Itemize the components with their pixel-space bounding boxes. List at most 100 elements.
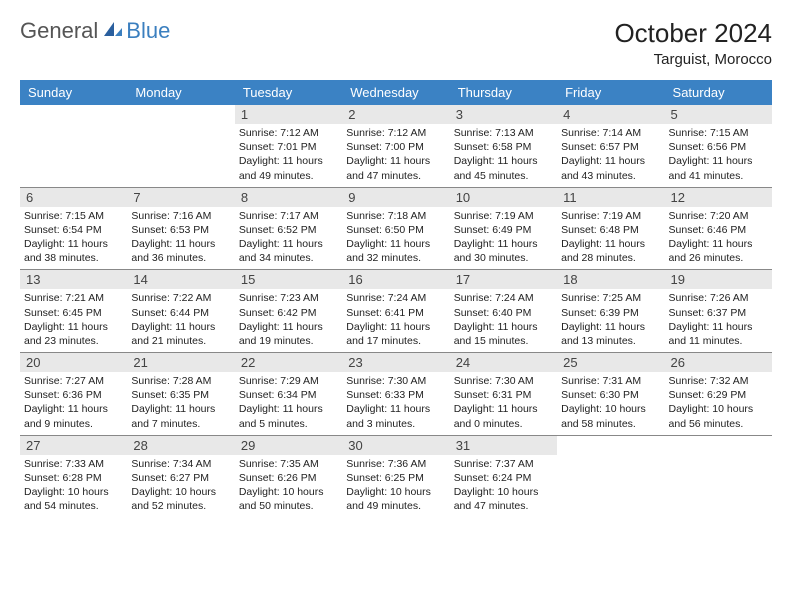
day-body: Sunrise: 7:26 AMSunset: 6:37 PMDaylight:… bbox=[665, 289, 772, 352]
sunset-text: Sunset: 6:37 PM bbox=[669, 306, 768, 320]
sunset-text: Sunset: 6:56 PM bbox=[669, 140, 768, 154]
day-body: Sunrise: 7:22 AMSunset: 6:44 PMDaylight:… bbox=[127, 289, 234, 352]
sunset-text: Sunset: 6:49 PM bbox=[454, 223, 553, 237]
day-cell: 3Sunrise: 7:13 AMSunset: 6:58 PMDaylight… bbox=[450, 105, 557, 187]
daylight-text: Daylight: 11 hours and 11 minutes. bbox=[669, 320, 768, 348]
sunset-text: Sunset: 6:58 PM bbox=[454, 140, 553, 154]
daylight-text: Daylight: 11 hours and 32 minutes. bbox=[346, 237, 445, 265]
sunset-text: Sunset: 6:34 PM bbox=[239, 388, 338, 402]
month-title: October 2024 bbox=[614, 18, 772, 49]
day-cell: 9Sunrise: 7:18 AMSunset: 6:50 PMDaylight… bbox=[342, 188, 449, 270]
day-body: Sunrise: 7:32 AMSunset: 6:29 PMDaylight:… bbox=[665, 372, 772, 435]
week-row: 13Sunrise: 7:21 AMSunset: 6:45 PMDayligh… bbox=[20, 269, 772, 352]
day-body: Sunrise: 7:25 AMSunset: 6:39 PMDaylight:… bbox=[557, 289, 664, 352]
day-body: Sunrise: 7:12 AMSunset: 7:00 PMDaylight:… bbox=[342, 124, 449, 187]
daylight-text: Daylight: 11 hours and 13 minutes. bbox=[561, 320, 660, 348]
daylight-text: Daylight: 11 hours and 0 minutes. bbox=[454, 402, 553, 430]
daylight-text: Daylight: 10 hours and 54 minutes. bbox=[24, 485, 123, 513]
sunrise-text: Sunrise: 7:15 AM bbox=[669, 126, 768, 140]
day-number: 30 bbox=[342, 436, 449, 455]
daylight-text: Daylight: 11 hours and 26 minutes. bbox=[669, 237, 768, 265]
day-header-wed: Wednesday bbox=[342, 80, 449, 105]
day-body: Sunrise: 7:36 AMSunset: 6:25 PMDaylight:… bbox=[342, 455, 449, 518]
sunrise-text: Sunrise: 7:12 AM bbox=[239, 126, 338, 140]
daylight-text: Daylight: 10 hours and 52 minutes. bbox=[131, 485, 230, 513]
day-cell: 18Sunrise: 7:25 AMSunset: 6:39 PMDayligh… bbox=[557, 270, 664, 352]
day-number: 2 bbox=[342, 105, 449, 124]
day-number: 4 bbox=[557, 105, 664, 124]
day-cell: 31Sunrise: 7:37 AMSunset: 6:24 PMDayligh… bbox=[450, 436, 557, 518]
day-number: 21 bbox=[127, 353, 234, 372]
day-body: Sunrise: 7:27 AMSunset: 6:36 PMDaylight:… bbox=[20, 372, 127, 435]
daylight-text: Daylight: 11 hours and 7 minutes. bbox=[131, 402, 230, 430]
sunset-text: Sunset: 6:42 PM bbox=[239, 306, 338, 320]
weeks-container: 1Sunrise: 7:12 AMSunset: 7:01 PMDaylight… bbox=[20, 105, 772, 517]
day-header-sun: Sunday bbox=[20, 80, 127, 105]
daylight-text: Daylight: 11 hours and 41 minutes. bbox=[669, 154, 768, 182]
day-cell: 5Sunrise: 7:15 AMSunset: 6:56 PMDaylight… bbox=[665, 105, 772, 187]
daylight-text: Daylight: 11 hours and 23 minutes. bbox=[24, 320, 123, 348]
sunset-text: Sunset: 6:39 PM bbox=[561, 306, 660, 320]
sunset-text: Sunset: 6:46 PM bbox=[669, 223, 768, 237]
sunrise-text: Sunrise: 7:30 AM bbox=[346, 374, 445, 388]
day-number: 19 bbox=[665, 270, 772, 289]
sunrise-text: Sunrise: 7:31 AM bbox=[561, 374, 660, 388]
day-number: 24 bbox=[450, 353, 557, 372]
daylight-text: Daylight: 10 hours and 50 minutes. bbox=[239, 485, 338, 513]
sunrise-text: Sunrise: 7:16 AM bbox=[131, 209, 230, 223]
daylight-text: Daylight: 11 hours and 28 minutes. bbox=[561, 237, 660, 265]
day-number: 15 bbox=[235, 270, 342, 289]
day-cell: 10Sunrise: 7:19 AMSunset: 6:49 PMDayligh… bbox=[450, 188, 557, 270]
sunrise-text: Sunrise: 7:30 AM bbox=[454, 374, 553, 388]
daylight-text: Daylight: 10 hours and 49 minutes. bbox=[346, 485, 445, 513]
day-number: 11 bbox=[557, 188, 664, 207]
day-cell: 22Sunrise: 7:29 AMSunset: 6:34 PMDayligh… bbox=[235, 353, 342, 435]
day-number: 20 bbox=[20, 353, 127, 372]
sunrise-text: Sunrise: 7:24 AM bbox=[346, 291, 445, 305]
sunrise-text: Sunrise: 7:33 AM bbox=[24, 457, 123, 471]
sunrise-text: Sunrise: 7:35 AM bbox=[239, 457, 338, 471]
sunrise-text: Sunrise: 7:12 AM bbox=[346, 126, 445, 140]
day-number: 14 bbox=[127, 270, 234, 289]
header: General Blue October 2024 Targuist, Moro… bbox=[20, 18, 772, 68]
day-cell: 8Sunrise: 7:17 AMSunset: 6:52 PMDaylight… bbox=[235, 188, 342, 270]
day-cell bbox=[20, 105, 127, 187]
day-body: Sunrise: 7:14 AMSunset: 6:57 PMDaylight:… bbox=[557, 124, 664, 187]
daylight-text: Daylight: 10 hours and 58 minutes. bbox=[561, 402, 660, 430]
day-body: Sunrise: 7:37 AMSunset: 6:24 PMDaylight:… bbox=[450, 455, 557, 518]
daylight-text: Daylight: 11 hours and 3 minutes. bbox=[346, 402, 445, 430]
day-number: 25 bbox=[557, 353, 664, 372]
sunset-text: Sunset: 6:50 PM bbox=[346, 223, 445, 237]
sunset-text: Sunset: 6:53 PM bbox=[131, 223, 230, 237]
day-body: Sunrise: 7:15 AMSunset: 6:54 PMDaylight:… bbox=[20, 207, 127, 270]
sunrise-text: Sunrise: 7:36 AM bbox=[346, 457, 445, 471]
day-cell: 25Sunrise: 7:31 AMSunset: 6:30 PMDayligh… bbox=[557, 353, 664, 435]
sunrise-text: Sunrise: 7:27 AM bbox=[24, 374, 123, 388]
day-body: Sunrise: 7:35 AMSunset: 6:26 PMDaylight:… bbox=[235, 455, 342, 518]
sunset-text: Sunset: 6:31 PM bbox=[454, 388, 553, 402]
daylight-text: Daylight: 11 hours and 43 minutes. bbox=[561, 154, 660, 182]
day-cell bbox=[127, 105, 234, 187]
day-body: Sunrise: 7:19 AMSunset: 6:48 PMDaylight:… bbox=[557, 207, 664, 270]
week-row: 27Sunrise: 7:33 AMSunset: 6:28 PMDayligh… bbox=[20, 435, 772, 518]
sunset-text: Sunset: 6:26 PM bbox=[239, 471, 338, 485]
day-number: 16 bbox=[342, 270, 449, 289]
day-number: 18 bbox=[557, 270, 664, 289]
sunset-text: Sunset: 6:41 PM bbox=[346, 306, 445, 320]
logo-text-blue: Blue bbox=[126, 18, 170, 44]
day-body: Sunrise: 7:12 AMSunset: 7:01 PMDaylight:… bbox=[235, 124, 342, 187]
day-cell: 17Sunrise: 7:24 AMSunset: 6:40 PMDayligh… bbox=[450, 270, 557, 352]
day-header-thu: Thursday bbox=[450, 80, 557, 105]
day-number: 3 bbox=[450, 105, 557, 124]
day-body: Sunrise: 7:24 AMSunset: 6:40 PMDaylight:… bbox=[450, 289, 557, 352]
sunrise-text: Sunrise: 7:24 AM bbox=[454, 291, 553, 305]
sunset-text: Sunset: 7:01 PM bbox=[239, 140, 338, 154]
daylight-text: Daylight: 11 hours and 34 minutes. bbox=[239, 237, 338, 265]
sunset-text: Sunset: 6:36 PM bbox=[24, 388, 123, 402]
day-body: Sunrise: 7:20 AMSunset: 6:46 PMDaylight:… bbox=[665, 207, 772, 270]
day-number: 28 bbox=[127, 436, 234, 455]
day-cell: 19Sunrise: 7:26 AMSunset: 6:37 PMDayligh… bbox=[665, 270, 772, 352]
sunrise-text: Sunrise: 7:15 AM bbox=[24, 209, 123, 223]
day-body: Sunrise: 7:30 AMSunset: 6:31 PMDaylight:… bbox=[450, 372, 557, 435]
week-row: 20Sunrise: 7:27 AMSunset: 6:36 PMDayligh… bbox=[20, 352, 772, 435]
